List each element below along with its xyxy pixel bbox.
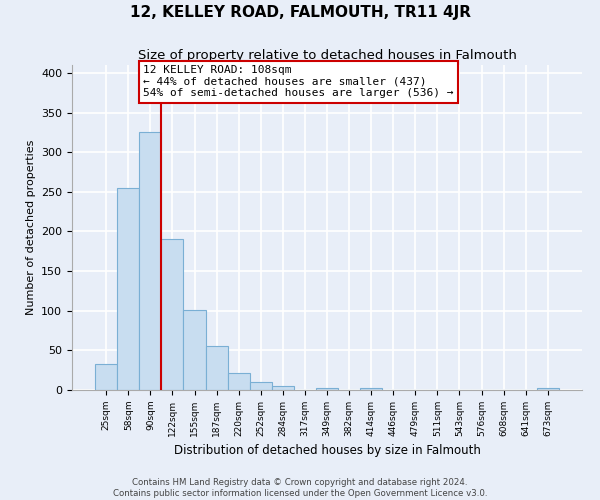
Bar (117, 188, 139, 390)
Bar (161, 240, 184, 390)
Bar (206, 346, 227, 390)
Bar (95, 364, 117, 390)
Bar (272, 386, 294, 390)
Text: 12, KELLEY ROAD, FALMOUTH, TR11 4JR: 12, KELLEY ROAD, FALMOUTH, TR11 4JR (130, 5, 470, 20)
Y-axis label: Number of detached properties: Number of detached properties (26, 140, 35, 315)
Text: Contains HM Land Registry data © Crown copyright and database right 2024.
Contai: Contains HM Land Registry data © Crown c… (113, 478, 487, 498)
Bar (316, 388, 338, 390)
Bar (537, 388, 559, 390)
Bar (184, 310, 206, 390)
X-axis label: Distribution of detached houses by size in Falmouth: Distribution of detached houses by size … (173, 444, 481, 458)
Text: 12 KELLEY ROAD: 108sqm
← 44% of detached houses are smaller (437)
54% of semi-de: 12 KELLEY ROAD: 108sqm ← 44% of detached… (143, 65, 454, 98)
Bar (139, 132, 161, 390)
Bar (227, 374, 250, 390)
Bar (250, 382, 272, 390)
Title: Size of property relative to detached houses in Falmouth: Size of property relative to detached ho… (137, 50, 517, 62)
Bar (360, 388, 382, 390)
